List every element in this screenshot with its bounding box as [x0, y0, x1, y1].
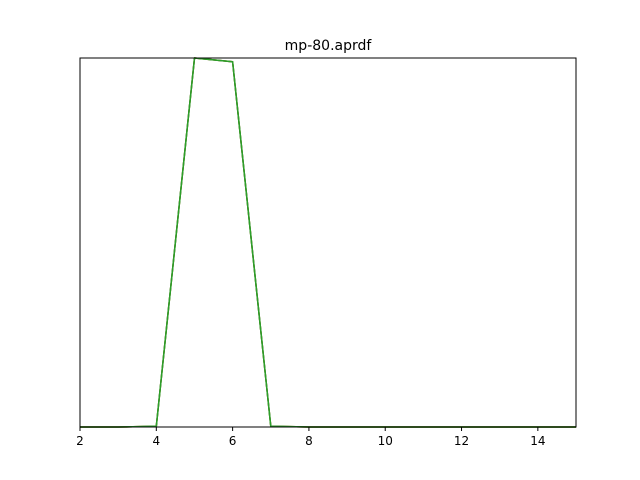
x-tick-label: 4: [152, 434, 160, 448]
x-tick-label: 2: [76, 434, 84, 448]
x-axis: 2 4 6 8 10 12 14: [76, 427, 545, 448]
plot-frame: [79, 57, 577, 428]
x-tick-label: 8: [305, 434, 313, 448]
x-tick-label: 14: [530, 434, 545, 448]
x-tick-label: 6: [229, 434, 237, 448]
chart-title: mp-80.aprdf: [285, 38, 373, 54]
x-tick-label: 10: [378, 434, 393, 448]
x-tick-label: 12: [454, 434, 469, 448]
